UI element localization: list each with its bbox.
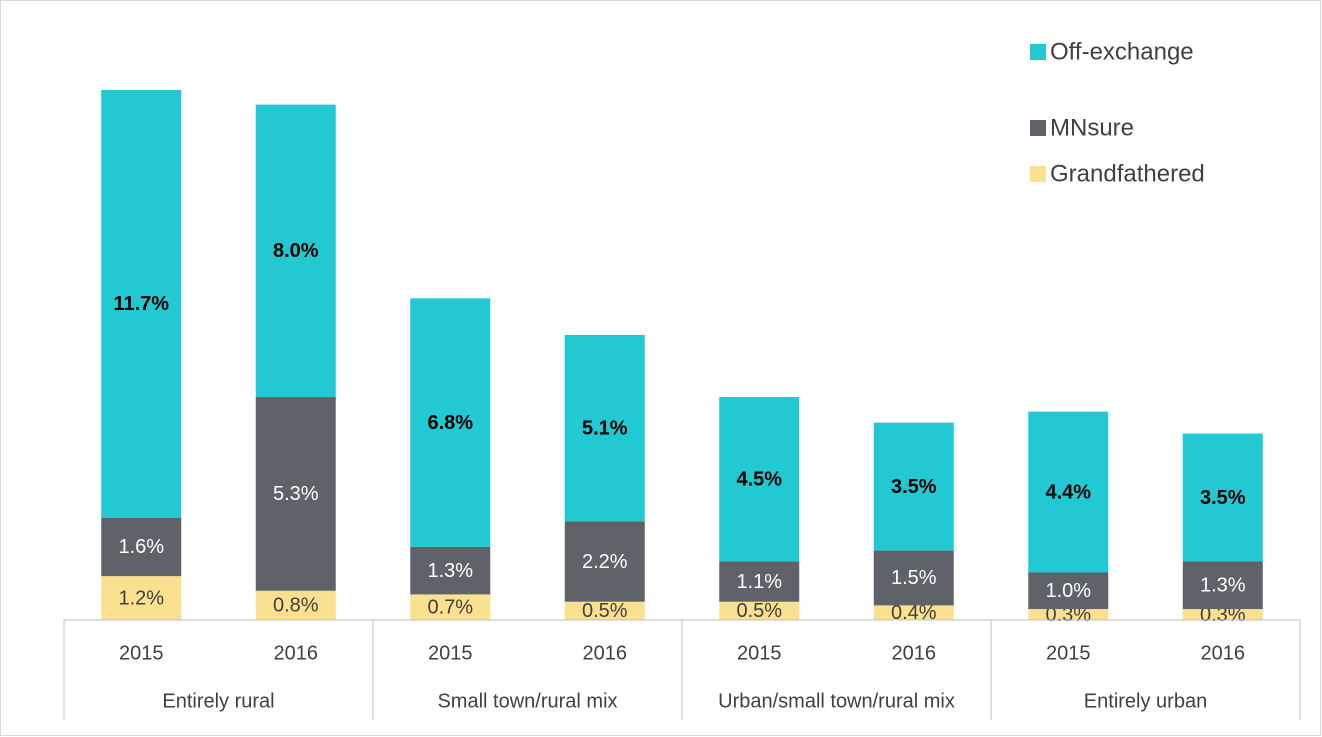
- x-tick-label: 2016: [583, 642, 628, 664]
- data-label: 1.3%: [1200, 575, 1246, 597]
- bar-segment: [101, 517, 182, 577]
- group-label: Entirely rural: [162, 690, 274, 712]
- bar-segment: [719, 561, 800, 602]
- legend-swatch: [1030, 44, 1046, 60]
- data-label: 0.8%: [273, 595, 319, 617]
- bar-segment: [1182, 561, 1263, 610]
- bar-segment: [255, 590, 336, 620]
- data-label: 2.2%: [582, 551, 628, 573]
- bar-segment: [1182, 609, 1263, 620]
- data-label: 6.8%: [427, 412, 473, 434]
- x-tick-label: 2016: [1201, 642, 1246, 664]
- bar-segment: [873, 422, 954, 551]
- x-tick-label: 2015: [428, 642, 473, 664]
- bar-segment: [873, 550, 954, 606]
- data-label: 3.5%: [1200, 487, 1246, 509]
- bar-segment: [410, 594, 491, 620]
- data-label: 0.7%: [427, 596, 473, 618]
- data-label: 8.0%: [273, 240, 319, 262]
- x-tick-label: 2016: [274, 642, 319, 664]
- legend-label: MNsure: [1050, 114, 1134, 141]
- bar-segment: [719, 397, 800, 562]
- bar-segment: [255, 104, 336, 398]
- x-tick-label: 2016: [892, 642, 937, 664]
- bar-segment: [564, 601, 645, 620]
- data-label: 5.1%: [582, 417, 628, 439]
- legend-label: Off-exchange: [1050, 38, 1194, 65]
- group-label: Entirely urban: [1084, 690, 1207, 712]
- data-label: 1.1%: [736, 571, 782, 593]
- data-label: 0.5%: [736, 600, 782, 622]
- bar-segment: [1182, 433, 1263, 562]
- x-tick-label: 2015: [737, 642, 782, 664]
- data-label: 1.3%: [427, 560, 473, 582]
- x-tick-label: 2015: [119, 642, 164, 664]
- bar-segment: [410, 298, 491, 547]
- legend-swatch: [1030, 120, 1046, 136]
- legend-label: Grandfathered: [1050, 160, 1205, 187]
- bar-segment: [101, 576, 182, 620]
- bar-segment: [410, 546, 491, 595]
- bar-segment: [1028, 411, 1109, 573]
- data-label: 0.5%: [582, 600, 628, 622]
- bar-segment: [564, 334, 645, 522]
- bar-segment: [873, 605, 954, 620]
- data-label: 5.3%: [273, 483, 319, 505]
- data-label: 11.7%: [113, 293, 169, 315]
- bar-segment: [101, 90, 182, 518]
- data-label: 1.6%: [118, 536, 164, 558]
- group-label: Small town/rural mix: [437, 690, 617, 712]
- legend-swatch: [1030, 166, 1046, 182]
- bar-segment: [564, 521, 645, 602]
- data-label: 4.4%: [1045, 481, 1091, 503]
- data-label: 1.5%: [891, 567, 937, 589]
- x-tick-label: 2015: [1046, 642, 1091, 664]
- data-label: 0.4%: [891, 602, 937, 624]
- data-label: 4.5%: [736, 469, 782, 491]
- data-label: 1.2%: [118, 587, 164, 609]
- bar-segment: [255, 397, 336, 591]
- group-label: Urban/small town/rural mix: [718, 690, 955, 712]
- data-label: 3.5%: [891, 476, 937, 498]
- data-label: 1.0%: [1045, 580, 1091, 602]
- bar-segment: [1028, 572, 1109, 610]
- bar-segment: [1028, 609, 1109, 620]
- bar-segment: [719, 601, 800, 620]
